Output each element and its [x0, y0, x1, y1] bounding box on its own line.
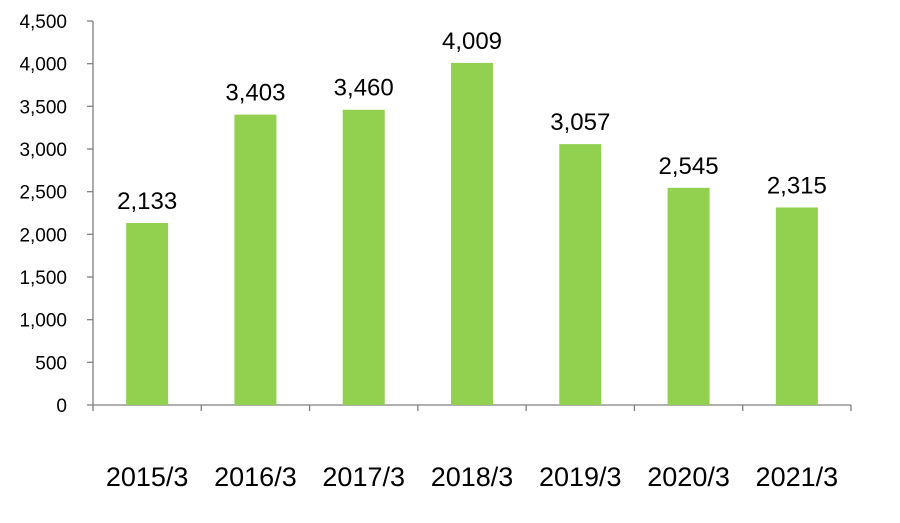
x-tick-label: 2021/3	[756, 462, 839, 492]
y-axis-tick-labels: 0 500 1,000 1,500 2,000 2,500 3,000 3,500 4,000 4…	[19, 12, 67, 417]
chart-bars	[126, 62, 818, 406]
y-tick-label: 1,500	[19, 268, 67, 289]
y-tick-label: 500	[35, 353, 67, 374]
x-tick-label: 2016/3	[214, 462, 297, 492]
bar	[451, 62, 493, 405]
y-tick-label: 1,000	[19, 311, 67, 332]
x-tick-label: 2018/3	[431, 462, 514, 492]
x-tick-label: 2015/3	[106, 462, 189, 492]
x-tick-label: 2020/3	[647, 462, 730, 492]
x-axis-tick-labels: 2015/3 2016/3 2017/3 2018/3 2019/3 2020/3 2021…	[106, 462, 838, 492]
x-tick-label: 2017/3	[322, 462, 405, 492]
data-label: 4,009	[442, 28, 502, 55]
y-tick-label: 2,500	[19, 183, 67, 204]
bar	[559, 144, 602, 406]
y-tick-label: 3,000	[19, 140, 67, 161]
bar	[234, 114, 277, 406]
data-label: 3,403	[225, 80, 285, 107]
y-tick-label: 4,500	[19, 12, 67, 33]
y-tick-label: 3,500	[19, 97, 67, 118]
y-tick-label: 0	[56, 396, 67, 417]
bar	[126, 222, 169, 405]
y-tick-label: 4,000	[19, 55, 67, 76]
data-label: 2,133	[117, 188, 177, 215]
y-tick-label: 2,000	[19, 225, 67, 246]
bar	[775, 207, 818, 405]
data-label: 2,545	[659, 153, 719, 180]
chart-axes	[87, 20, 852, 411]
data-label: 3,057	[550, 109, 610, 136]
bar	[342, 109, 385, 405]
data-label: 2,315	[767, 172, 827, 199]
data-label: 3,460	[334, 75, 394, 102]
data-labels: 2,133 3,403 3,460 4,009 3,057 2,545 2,315	[117, 28, 827, 215]
x-tick-label: 2019/3	[539, 462, 622, 492]
bar	[667, 187, 710, 405]
